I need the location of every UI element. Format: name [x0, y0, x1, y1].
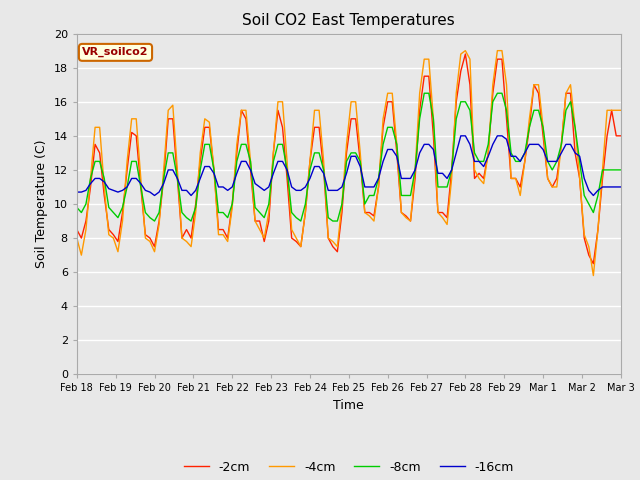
-4cm	[73, 235, 81, 241]
-4cm	[617, 108, 625, 113]
-16cm	[512, 154, 520, 159]
-2cm	[608, 108, 616, 113]
-8cm	[608, 167, 616, 173]
Legend: -2cm, -4cm, -8cm, -16cm: -2cm, -4cm, -8cm, -16cm	[179, 456, 519, 479]
Line: -16cm: -16cm	[77, 136, 621, 195]
X-axis label: Time: Time	[333, 399, 364, 412]
-16cm	[192, 188, 200, 193]
-16cm	[608, 184, 616, 190]
-16cm	[452, 150, 460, 156]
Y-axis label: Soil Temperature (C): Soil Temperature (C)	[35, 140, 48, 268]
-8cm	[420, 90, 428, 96]
-16cm	[617, 184, 625, 190]
-4cm	[374, 184, 382, 190]
-4cm	[508, 176, 515, 181]
-8cm	[192, 204, 200, 210]
-2cm	[508, 176, 515, 181]
-4cm	[448, 176, 456, 181]
-8cm	[380, 142, 387, 147]
-4cm	[220, 232, 227, 238]
-8cm	[457, 99, 465, 105]
-8cm	[224, 215, 232, 220]
Title: Soil CO2 East Temperatures: Soil CO2 East Temperatures	[243, 13, 455, 28]
-16cm	[150, 192, 158, 198]
-2cm	[617, 133, 625, 139]
-16cm	[73, 189, 81, 195]
-4cm	[589, 273, 597, 278]
-4cm	[461, 48, 469, 54]
-8cm	[617, 167, 625, 173]
Line: -8cm: -8cm	[77, 93, 621, 221]
-8cm	[512, 158, 520, 164]
-8cm	[150, 218, 158, 224]
-4cm	[608, 108, 616, 113]
-16cm	[380, 158, 387, 164]
-2cm	[188, 235, 195, 241]
-16cm	[224, 188, 232, 193]
-2cm	[589, 261, 597, 266]
Line: -2cm: -2cm	[77, 54, 621, 264]
-2cm	[374, 184, 382, 190]
-2cm	[461, 51, 469, 57]
-8cm	[73, 204, 81, 210]
Line: -4cm: -4cm	[77, 51, 621, 276]
-16cm	[457, 133, 465, 139]
-2cm	[73, 227, 81, 232]
-4cm	[188, 244, 195, 250]
-2cm	[220, 227, 227, 232]
-2cm	[448, 167, 456, 173]
Text: VR_soilco2: VR_soilco2	[82, 47, 148, 58]
